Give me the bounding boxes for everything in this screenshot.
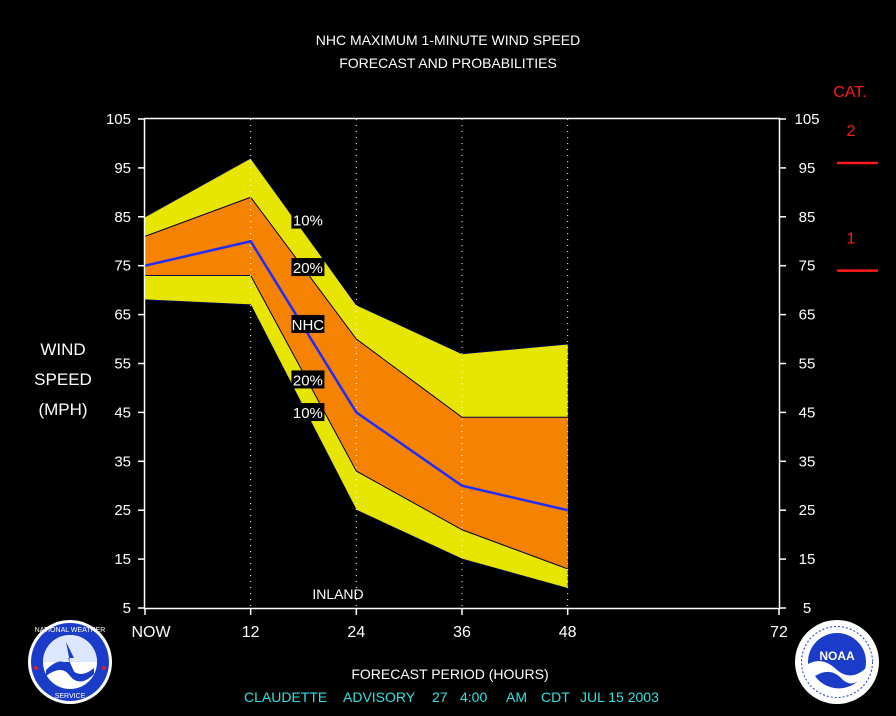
y-tick-label-left: 5 xyxy=(123,600,131,617)
y-tick-label-left: 85 xyxy=(114,209,131,226)
advisory-date: JUL 15 2003 xyxy=(580,689,659,705)
x-axis-label: FORECAST PERIOD (HOURS) xyxy=(351,666,548,682)
svg-text:NATIONAL WEATHER: NATIONAL WEATHER xyxy=(35,627,106,634)
y-tick-label-right: 45 xyxy=(799,404,816,421)
svg-text:NOAA: NOAA xyxy=(819,649,855,663)
x-axis-ticks: NOW 12 24 36 48 72 xyxy=(131,608,788,641)
band-label-background xyxy=(291,258,325,277)
y-tick-label-left: 75 xyxy=(114,258,131,275)
advisory-time: 4:00 xyxy=(460,689,487,705)
category-header: CAT. xyxy=(833,84,866,101)
y-tick-label-right: 15 xyxy=(799,551,816,568)
nws-logo-icon: NATIONAL WEATHER SERVICE xyxy=(28,620,112,704)
advisory-number: 27 xyxy=(432,689,448,705)
nhc-forecast-line xyxy=(144,239,568,512)
advisory-ampm: AM xyxy=(506,689,527,705)
x-tick-label: 12 xyxy=(242,624,260,641)
band-label: NHC xyxy=(292,317,325,334)
y-tick-label-right: 25 xyxy=(799,502,816,519)
category-markers: 21 xyxy=(837,123,878,272)
y-tick-label-right: 65 xyxy=(799,307,816,324)
band-label-background xyxy=(291,314,325,333)
y-tick-label-left: 65 xyxy=(114,307,131,324)
x-tick-label: 72 xyxy=(770,624,788,641)
probability-bands xyxy=(144,157,568,589)
band-label: 20% xyxy=(293,260,323,277)
forecast-line-group xyxy=(144,239,568,512)
band-edge-line xyxy=(144,299,568,589)
band-label: 20% xyxy=(293,372,323,389)
chart-title-line-1: NHC MAXIMUM 1-MINUTE WIND SPEED xyxy=(316,32,580,48)
y-tick-label-right: 85 xyxy=(799,209,816,226)
y-tick-label-left: 105 xyxy=(106,111,131,128)
x-tick-label: 48 xyxy=(559,624,577,641)
band-label-background xyxy=(291,370,325,389)
y-tick-label-left: 45 xyxy=(114,404,131,421)
band-edge-line xyxy=(144,196,568,418)
svg-text:SERVICE: SERVICE xyxy=(55,693,86,700)
band-label: 10% xyxy=(293,213,323,230)
y-tick-label-left: 95 xyxy=(114,160,131,177)
y-tick-label-left: 25 xyxy=(114,502,131,519)
noaa-logo-icon: NOAA xyxy=(795,620,879,704)
y-tick-label-right: 5 xyxy=(803,600,811,617)
y-tick-label-right: 95 xyxy=(799,160,816,177)
x-tick-label: 24 xyxy=(347,624,365,641)
advisory-line: CLAUDETTE ADVISORY 27 4:00 AM CDT JUL 15… xyxy=(244,689,659,705)
y-tick-label-left: 55 xyxy=(114,356,131,373)
inland-annotation: INLAND xyxy=(312,586,363,602)
x-tick-label: NOW xyxy=(131,624,171,641)
advisory-label: ADVISORY xyxy=(343,689,416,705)
band-label-background xyxy=(291,210,325,229)
advisory-zone: CDT xyxy=(541,689,570,705)
band-edge-line xyxy=(145,274,568,570)
band-edge-line xyxy=(144,157,568,355)
category-label: 2 xyxy=(847,123,856,140)
y-axis-label-line-3: (MPH) xyxy=(38,400,87,419)
y-tick-label-right: 55 xyxy=(799,356,816,373)
band-label-background xyxy=(291,403,325,422)
y-tick-label-right: 75 xyxy=(799,258,816,275)
band-labels: 10% 20% NHC 20% 10% xyxy=(291,210,325,422)
x-tick-label: 36 xyxy=(453,624,471,641)
y-axis-label-line-1: WIND xyxy=(40,340,85,359)
y-tick-label-right: 105 xyxy=(794,111,819,128)
y-tick-label-left: 15 xyxy=(114,551,131,568)
advisory-storm: CLAUDETTE xyxy=(244,689,327,705)
band-label: 10% xyxy=(293,405,323,422)
y-tick-label-right: 35 xyxy=(799,453,816,470)
y-axis-label-line-2: SPEED xyxy=(34,370,92,389)
chart-title-line-2: FORECAST AND PROBABILITIES xyxy=(339,55,557,71)
category-label: 1 xyxy=(847,231,856,248)
y-tick-label-left: 35 xyxy=(114,453,131,470)
